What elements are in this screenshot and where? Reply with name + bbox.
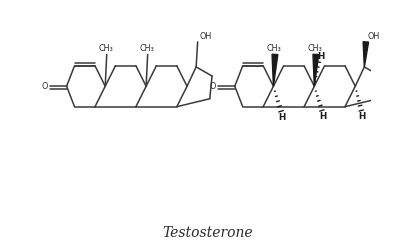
Text: Testosterone: Testosterone	[162, 226, 253, 240]
Text: H: H	[319, 112, 326, 121]
Text: H: H	[317, 52, 324, 61]
Text: H: H	[359, 112, 366, 121]
Text: O: O	[210, 82, 216, 91]
Text: OH: OH	[367, 32, 380, 41]
Polygon shape	[363, 42, 369, 67]
Polygon shape	[272, 54, 278, 86]
Polygon shape	[313, 54, 319, 86]
Text: CH₃: CH₃	[139, 44, 154, 53]
Text: CH₃: CH₃	[308, 44, 322, 53]
Text: H: H	[278, 113, 286, 122]
Text: O: O	[41, 82, 48, 91]
Text: CH₃: CH₃	[99, 44, 113, 53]
Text: OH: OH	[199, 32, 211, 41]
Text: CH₃: CH₃	[267, 44, 281, 53]
